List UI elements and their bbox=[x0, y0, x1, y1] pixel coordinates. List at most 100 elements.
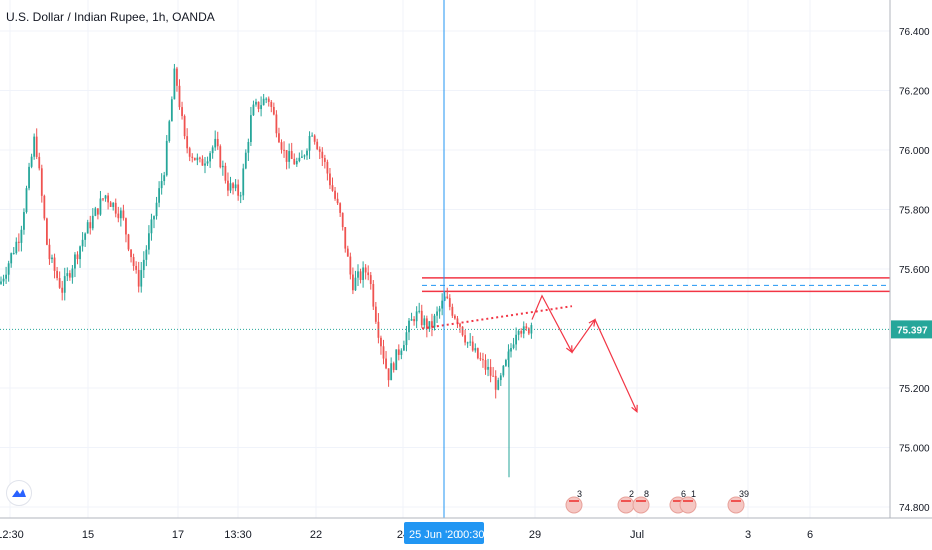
candle bbox=[10, 252, 13, 268]
candle-body bbox=[492, 375, 495, 377]
candle bbox=[48, 238, 51, 265]
event-badge[interactable]: 8 bbox=[632, 489, 650, 514]
event-badge[interactable]: 2 bbox=[617, 489, 635, 514]
candle bbox=[23, 208, 25, 235]
price-axis[interactable]: 76.400 76.200 76.000 75.800 75.600 75.200 75.0… bbox=[889, 0, 932, 550]
candle-body bbox=[420, 310, 423, 326]
candle-body bbox=[219, 146, 222, 168]
candle-body bbox=[204, 163, 206, 166]
candle bbox=[114, 198, 117, 218]
event-badge-count: 3 bbox=[577, 489, 582, 499]
candle bbox=[380, 335, 382, 355]
candle bbox=[410, 312, 413, 321]
candle bbox=[395, 349, 398, 371]
candle bbox=[199, 156, 201, 163]
candle-body bbox=[227, 180, 229, 191]
candle bbox=[173, 63, 176, 100]
event-badge[interactable]: 1 bbox=[679, 489, 697, 514]
candle-body bbox=[5, 274, 7, 279]
candle bbox=[25, 185, 28, 214]
candle bbox=[397, 344, 400, 361]
candle-body bbox=[505, 360, 507, 366]
candle-body bbox=[456, 318, 459, 324]
candle-body bbox=[278, 133, 280, 143]
last-price-value: 75.397 bbox=[897, 325, 928, 336]
candle-body bbox=[267, 98, 270, 102]
candle-body bbox=[392, 363, 395, 370]
candle bbox=[181, 101, 183, 120]
candle-body bbox=[211, 147, 214, 154]
candle-body bbox=[311, 135, 313, 137]
candle bbox=[329, 167, 331, 190]
candle bbox=[196, 153, 199, 166]
candle-body bbox=[232, 183, 234, 189]
candle bbox=[38, 152, 41, 171]
candle-body bbox=[74, 254, 76, 269]
candle bbox=[252, 100, 255, 116]
projection-arrow-3 bbox=[631, 404, 638, 414]
crosshair-date: 25 Jun '20 bbox=[409, 529, 459, 541]
candle bbox=[298, 152, 301, 163]
candle-series bbox=[0, 63, 533, 478]
event-badge[interactable]: 39 bbox=[727, 489, 749, 514]
candle bbox=[242, 163, 245, 201]
candle bbox=[476, 347, 479, 360]
candle bbox=[456, 315, 459, 329]
price-tick-label: 74.800 bbox=[899, 503, 930, 514]
event-badges[interactable]: 3 2 8 6 1 39 bbox=[565, 489, 749, 514]
candle bbox=[206, 156, 209, 166]
candle bbox=[0, 276, 2, 285]
flag-icon bbox=[679, 496, 697, 514]
candle-body bbox=[199, 157, 201, 159]
projection-drawings[interactable] bbox=[0, 294, 890, 414]
candle-body bbox=[30, 156, 33, 167]
candle-body bbox=[459, 323, 461, 327]
candle-body bbox=[153, 216, 155, 220]
candle bbox=[505, 358, 507, 367]
candle-body bbox=[125, 218, 127, 235]
candle bbox=[295, 157, 298, 167]
candle-body bbox=[53, 257, 56, 271]
candle bbox=[275, 110, 278, 138]
candle bbox=[487, 358, 489, 377]
candle bbox=[420, 304, 423, 328]
candle-body bbox=[380, 337, 382, 347]
candle bbox=[454, 314, 456, 320]
candle bbox=[364, 264, 367, 280]
candle bbox=[405, 325, 408, 352]
candle bbox=[46, 217, 48, 246]
candle bbox=[150, 213, 153, 241]
candle-body bbox=[206, 161, 209, 164]
candle-body bbox=[48, 244, 51, 260]
candle-body bbox=[265, 98, 268, 100]
event-badge[interactable]: 3 bbox=[565, 489, 583, 514]
candle bbox=[43, 194, 46, 221]
candle-body bbox=[178, 85, 181, 108]
candle bbox=[436, 306, 438, 323]
candle bbox=[97, 208, 99, 220]
price-tick-label: 75.000 bbox=[899, 444, 930, 455]
candle bbox=[369, 272, 372, 290]
resistance-levels[interactable] bbox=[422, 277, 890, 293]
candle bbox=[367, 265, 370, 281]
tradingview-logo-icon[interactable] bbox=[6, 480, 32, 506]
candle-body bbox=[520, 331, 523, 334]
candle bbox=[79, 245, 81, 268]
candle bbox=[469, 333, 472, 346]
candle bbox=[122, 204, 125, 221]
candle-body bbox=[257, 101, 260, 110]
candle-body bbox=[474, 348, 477, 351]
candle-body bbox=[288, 151, 291, 162]
candle-body bbox=[158, 188, 160, 203]
candle bbox=[301, 150, 303, 158]
candle bbox=[497, 377, 500, 391]
candle-body bbox=[79, 246, 81, 260]
candle-body bbox=[119, 210, 122, 219]
candle-body bbox=[469, 341, 472, 343]
candle-body bbox=[499, 375, 502, 381]
candle-body bbox=[428, 321, 431, 330]
candle-body bbox=[130, 249, 132, 258]
candle bbox=[415, 306, 418, 329]
